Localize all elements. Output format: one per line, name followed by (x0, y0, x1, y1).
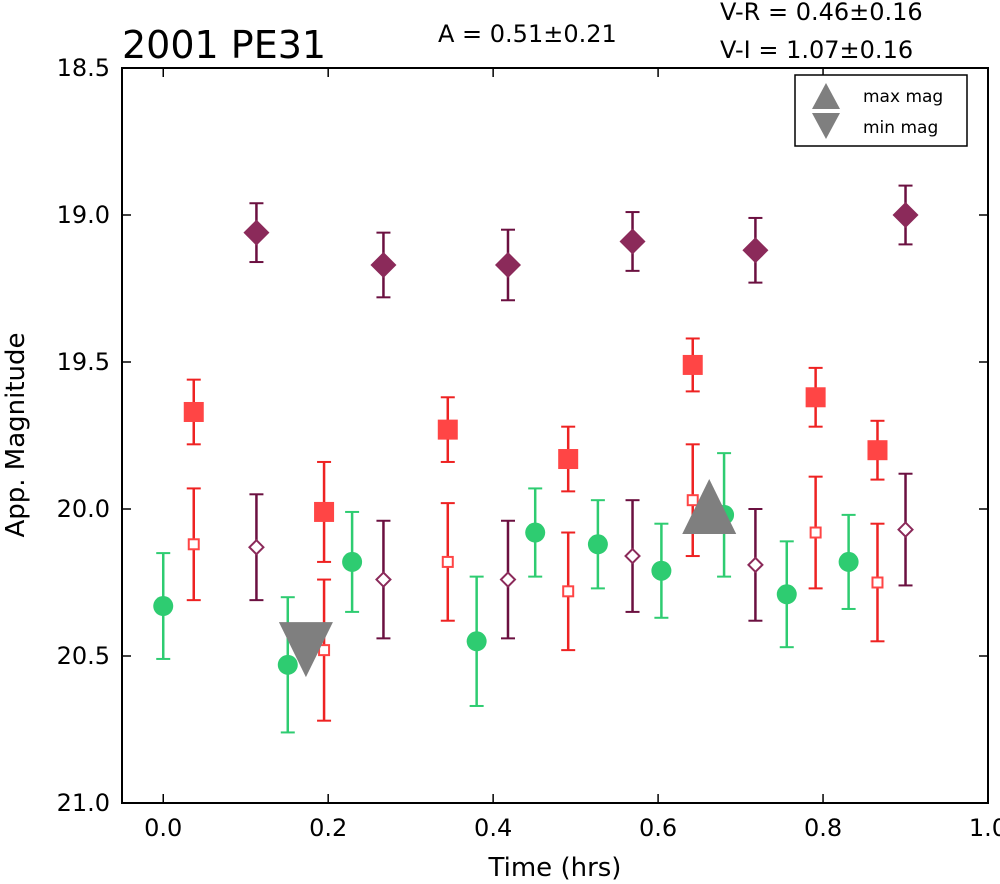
legend: max mag min mag (794, 74, 968, 147)
y-tick-label: 20.5 (57, 642, 110, 670)
data-point (277, 654, 298, 675)
data-point (587, 534, 608, 555)
data-point (183, 401, 204, 422)
data-point (624, 547, 641, 565)
legend-label-min-mag: min mag (863, 118, 938, 138)
data-point (243, 219, 270, 246)
legend-label-max-mag: max mag (863, 87, 943, 107)
data-point (558, 449, 579, 470)
y-tick-label: 19.0 (57, 201, 110, 229)
x-tick-label: 0.8 (804, 814, 842, 842)
data-point (838, 551, 859, 572)
legend-frame (794, 74, 968, 147)
x-tick-label: 0.4 (474, 814, 512, 842)
data-point (499, 571, 517, 588)
data-point (682, 354, 703, 375)
color-index-vr: V-R = 0.46±0.16 (720, 0, 923, 26)
data-point (897, 521, 914, 538)
data-point (314, 501, 335, 522)
data-point (441, 555, 454, 568)
x-tick-label: 0.2 (309, 814, 347, 842)
data-point (747, 556, 764, 574)
data-point (370, 251, 397, 278)
data-point (562, 585, 575, 598)
data-point (809, 526, 822, 539)
min-mag-marker (278, 622, 333, 678)
x-tick-label: 1.0 (969, 814, 1000, 842)
data-point (187, 538, 200, 551)
data-point (651, 560, 672, 581)
data-point (153, 596, 174, 617)
data-point (437, 419, 458, 440)
data-point (776, 584, 797, 605)
data-point (805, 387, 826, 408)
y-tick-label: 21.0 (57, 789, 110, 817)
data-point (248, 538, 265, 556)
amplitude-label: A = 0.51±0.21 (438, 20, 617, 48)
plot-frame (121, 67, 989, 804)
x-tick-label: 0.0 (144, 814, 182, 842)
y-tick-label: 19.5 (57, 348, 110, 376)
axis-ticks: 0.0 0.2 0.4 0.6 0.8 1.0 18.5 19.0 19.5 20.0 20.5 21… (57, 54, 1000, 842)
data-point (871, 576, 884, 589)
legend-min-mag-icon (812, 113, 840, 139)
legend-max-mag-icon (812, 83, 840, 109)
data-point (742, 237, 769, 264)
chart-title: 2001 PE31 (122, 23, 326, 67)
max-mag-marker (682, 479, 737, 534)
x-axis-label: Time (hrs) (488, 853, 622, 883)
y-axis-label: App. Magnitude (1, 332, 31, 537)
data-point (892, 202, 919, 228)
data-point (342, 551, 363, 572)
data-point (867, 440, 888, 461)
x-tick-label: 0.6 (639, 814, 677, 842)
y-tick-label: 18.5 (57, 54, 110, 82)
color-index-vi: V-I = 1.07±0.16 (720, 36, 913, 64)
data-point (686, 494, 699, 507)
data-point (619, 228, 646, 255)
plot-marks (153, 184, 919, 734)
data-point (525, 522, 546, 543)
data-point (494, 251, 521, 278)
y-tick-label: 20.0 (57, 495, 110, 523)
data-point (375, 571, 392, 588)
data-point (466, 631, 487, 652)
